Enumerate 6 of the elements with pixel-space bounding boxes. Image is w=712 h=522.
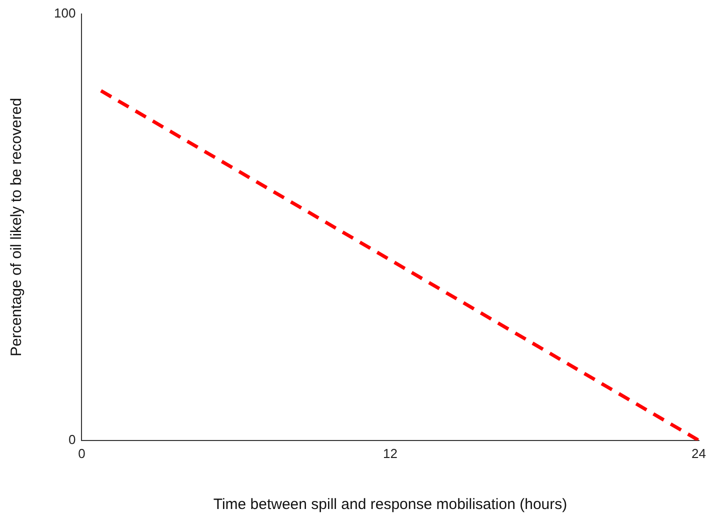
y-axis-title: Percentage of oil likely to be recovered	[8, 98, 26, 356]
x-tick-label: 0	[78, 446, 86, 461]
y-tick-label: 100	[54, 6, 76, 21]
x-tick-label: 24	[692, 446, 706, 461]
x-tick-label: 12	[382, 446, 398, 461]
x-axis-title: Time between spill and response mobilisation (hours)	[213, 496, 568, 514]
